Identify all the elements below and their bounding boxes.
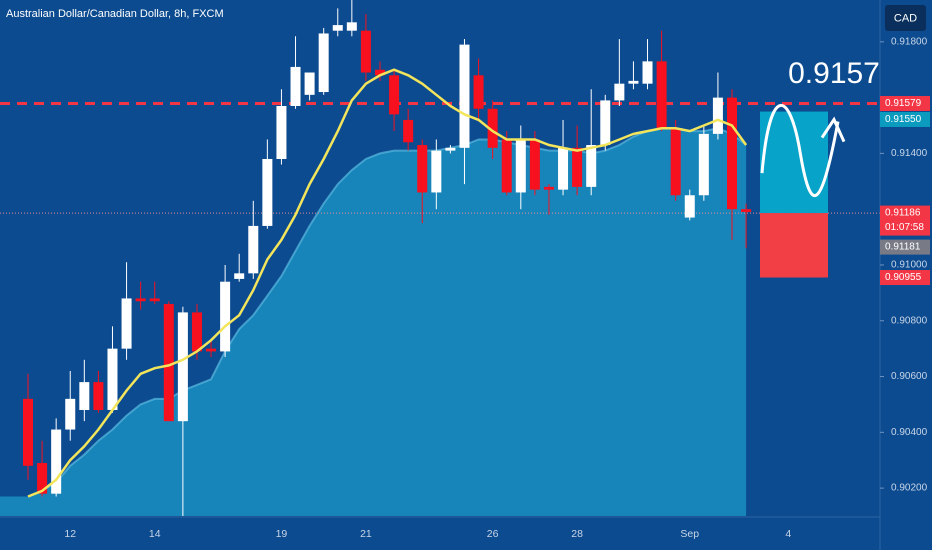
candle-body <box>360 30 371 73</box>
candle-body <box>262 158 273 226</box>
x-tick-label: 26 <box>487 528 499 540</box>
arrow-head <box>820 116 846 143</box>
currency-button[interactable] <box>885 5 926 31</box>
price-badge-label: 0.90955 <box>885 272 922 283</box>
currency-button-label[interactable]: CAD <box>894 12 917 24</box>
candle-body <box>220 281 231 352</box>
price-countdown: 01:07:58 <box>885 222 924 233</box>
candle-body <box>487 108 498 148</box>
candle-body <box>628 80 639 84</box>
candle-body <box>276 105 287 159</box>
candle-body <box>501 139 512 193</box>
candle-body <box>614 83 625 101</box>
x-tick-label: 21 <box>360 528 372 540</box>
candle-body <box>65 398 76 430</box>
candle-body <box>558 147 569 190</box>
x-tick-label: Sep <box>680 528 699 540</box>
candle-body <box>177 312 188 422</box>
candle-body <box>431 150 442 193</box>
candle-body <box>698 133 709 196</box>
candle-body <box>656 61 667 129</box>
indicator-area-edge <box>27 127 747 498</box>
candle-body <box>135 298 146 302</box>
candle-body <box>346 22 357 31</box>
candle-body <box>51 429 62 494</box>
price-badge <box>880 95 930 111</box>
candle-body <box>107 348 118 411</box>
candle-body <box>403 119 414 143</box>
candle-body <box>515 139 526 193</box>
candle-body <box>445 147 456 151</box>
candle-body <box>37 463 48 494</box>
y-tick-label: 0.91800 <box>891 36 928 47</box>
price-badge-label: 0.91550 <box>885 114 922 125</box>
y-tick-label: 0.91400 <box>891 148 928 159</box>
candle-body <box>670 128 681 196</box>
candle-body <box>163 304 174 422</box>
candle-body <box>234 273 245 279</box>
candle-body <box>290 66 301 106</box>
y-tick-label: 0.90600 <box>891 371 928 382</box>
candle-body <box>712 97 723 134</box>
price-badge <box>880 270 930 286</box>
annotation: 0.9157 <box>788 57 880 90</box>
candle-body <box>149 298 160 302</box>
curve-arrow <box>760 104 840 197</box>
candle-body <box>93 382 104 411</box>
y-tick-label: 0.90800 <box>891 315 928 326</box>
candle-body <box>727 97 737 210</box>
candle-body <box>121 298 132 349</box>
candle-body <box>248 225 259 274</box>
price-badge-label: 0.91579 <box>885 98 922 109</box>
price-badge <box>880 239 930 255</box>
indicator-line <box>27 68 748 498</box>
x-tick-label: 4 <box>785 528 791 540</box>
candle-body <box>304 72 315 95</box>
candle-body <box>572 147 583 187</box>
chart-title: Australian Dollar/Canadian Dollar, 8h, F… <box>6 8 224 20</box>
x-tick-label: 14 <box>149 528 161 540</box>
candle-body <box>600 100 611 146</box>
candle-body <box>332 25 343 31</box>
candle-body <box>586 145 597 187</box>
x-tick-label: 12 <box>64 528 76 540</box>
candle-body <box>684 195 695 218</box>
price-badge <box>880 111 930 127</box>
x-tick-label: 19 <box>276 528 288 540</box>
candle-body <box>741 209 752 212</box>
candle-body <box>389 75 400 115</box>
candle-body <box>529 139 540 190</box>
candle-body <box>473 75 484 109</box>
price-badge <box>880 205 930 236</box>
price-badge-label: 0.91186 <box>885 208 921 219</box>
candle-body <box>417 145 428 193</box>
candle-body <box>79 382 90 411</box>
candle-body <box>459 44 470 148</box>
price-badge-label: 0.91181 <box>885 242 921 253</box>
candle-body <box>191 312 202 352</box>
x-tick-label: 28 <box>571 528 583 540</box>
candle-body <box>206 348 217 352</box>
y-tick-label: 0.90400 <box>891 427 928 438</box>
candle-body <box>318 33 329 93</box>
candle-body <box>642 61 653 84</box>
candle-body <box>375 69 385 76</box>
y-tick-label: 0.91000 <box>891 260 928 271</box>
plot-area <box>0 0 880 517</box>
y-tick-label: 0.90200 <box>891 483 928 494</box>
candle-body <box>23 398 33 466</box>
candle-body <box>543 186 554 190</box>
position-stop <box>760 213 828 278</box>
